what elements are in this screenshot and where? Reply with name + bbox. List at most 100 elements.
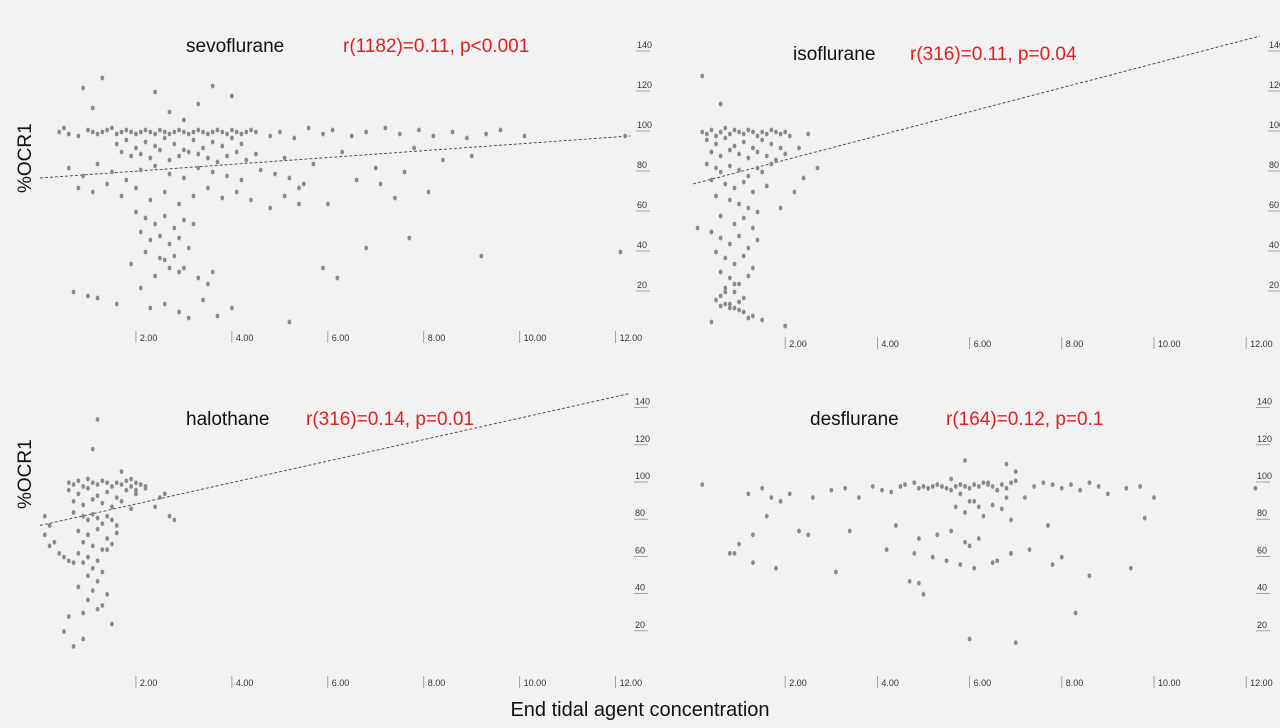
data-point bbox=[100, 75, 105, 81]
data-point bbox=[177, 201, 182, 207]
data-point bbox=[90, 511, 95, 517]
data-point bbox=[714, 141, 718, 147]
data-point bbox=[967, 498, 972, 504]
data-point bbox=[105, 547, 110, 553]
data-point bbox=[287, 319, 292, 325]
y-tick-label: 40 bbox=[637, 240, 647, 250]
x-tick-label: 6.00 bbox=[974, 339, 992, 349]
data-point bbox=[349, 133, 354, 139]
data-point bbox=[215, 127, 220, 133]
data-point bbox=[172, 141, 177, 147]
data-point bbox=[90, 105, 95, 111]
data-point bbox=[205, 185, 210, 191]
data-point bbox=[129, 476, 134, 482]
data-point bbox=[143, 139, 148, 145]
data-point bbox=[746, 205, 751, 211]
data-point bbox=[1009, 517, 1013, 523]
data-point bbox=[42, 532, 47, 538]
data-point bbox=[751, 532, 755, 538]
data-point bbox=[774, 565, 778, 571]
data-point bbox=[81, 636, 86, 642]
data-point bbox=[847, 528, 852, 534]
data-point bbox=[71, 510, 76, 515]
data-point bbox=[95, 482, 100, 487]
data-point bbox=[205, 281, 210, 287]
stat-annotation: r(1182)=0.11, p<0.001 bbox=[343, 36, 529, 57]
data-point bbox=[999, 506, 1004, 512]
data-point bbox=[215, 313, 220, 319]
data-point bbox=[378, 181, 383, 187]
data-point bbox=[764, 513, 769, 519]
data-point bbox=[129, 261, 134, 267]
data-point bbox=[778, 498, 783, 504]
data-point bbox=[723, 285, 728, 291]
data-point bbox=[700, 482, 705, 487]
data-point bbox=[81, 173, 86, 179]
data-point bbox=[95, 417, 100, 422]
x-tick-label: 4.00 bbox=[881, 339, 899, 349]
data-point bbox=[220, 129, 225, 135]
data-point bbox=[134, 145, 138, 151]
data-point bbox=[810, 495, 815, 500]
data-point bbox=[62, 125, 66, 131]
data-point bbox=[916, 580, 921, 586]
x-tick-label: 6.00 bbox=[332, 333, 350, 343]
y-tick-label: 80 bbox=[1269, 160, 1279, 170]
y-tick-label: 140 bbox=[637, 40, 652, 50]
y-tick-label: 60 bbox=[1269, 200, 1279, 210]
data-point bbox=[907, 578, 912, 584]
y-tick-label: 40 bbox=[635, 583, 645, 593]
data-point bbox=[196, 127, 201, 133]
data-point bbox=[225, 131, 229, 137]
data-point bbox=[884, 547, 889, 553]
data-point bbox=[889, 489, 894, 495]
data-point bbox=[1087, 480, 1092, 486]
data-point bbox=[196, 151, 201, 157]
data-point bbox=[148, 237, 153, 243]
data-point bbox=[52, 539, 57, 545]
y-tick-label: 60 bbox=[637, 200, 647, 210]
data-point bbox=[162, 491, 167, 497]
data-point bbox=[718, 129, 723, 135]
data-point bbox=[930, 554, 935, 560]
data-point bbox=[182, 129, 186, 135]
data-point bbox=[90, 129, 95, 135]
data-point bbox=[90, 588, 95, 593]
data-point bbox=[220, 143, 225, 149]
data-point bbox=[1004, 485, 1009, 491]
data-point bbox=[755, 149, 760, 155]
data-point bbox=[134, 480, 138, 486]
data-point bbox=[239, 177, 244, 183]
data-point bbox=[124, 478, 129, 484]
data-point bbox=[114, 523, 119, 528]
data-point bbox=[709, 149, 714, 155]
data-point bbox=[90, 480, 95, 486]
data-point bbox=[229, 305, 234, 311]
data-point bbox=[148, 305, 153, 311]
data-point bbox=[857, 495, 861, 500]
data-point bbox=[976, 536, 981, 541]
data-point bbox=[912, 480, 917, 486]
data-point bbox=[732, 551, 737, 556]
data-point bbox=[340, 149, 345, 155]
data-point bbox=[949, 476, 954, 482]
data-point bbox=[723, 125, 728, 131]
data-point bbox=[746, 173, 751, 179]
data-point bbox=[1096, 484, 1101, 489]
data-point bbox=[129, 129, 134, 135]
data-point bbox=[196, 275, 201, 281]
data-point bbox=[709, 229, 714, 235]
data-point bbox=[1059, 485, 1064, 491]
data-point bbox=[90, 189, 95, 195]
data-point bbox=[201, 297, 205, 303]
data-point bbox=[114, 530, 119, 536]
data-point bbox=[81, 85, 86, 91]
data-point bbox=[450, 129, 455, 135]
data-point bbox=[258, 167, 263, 173]
data-point bbox=[138, 129, 143, 135]
data-point bbox=[205, 131, 210, 137]
data-point bbox=[732, 281, 737, 287]
data-point bbox=[249, 127, 253, 133]
data-point bbox=[76, 185, 81, 191]
data-point bbox=[737, 299, 741, 305]
